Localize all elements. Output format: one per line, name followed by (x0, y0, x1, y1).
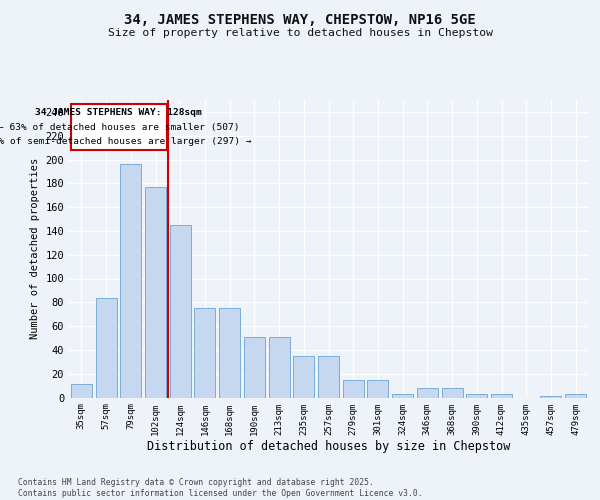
Text: 37% of semi-detached houses are larger (297) →: 37% of semi-detached houses are larger (… (0, 138, 251, 146)
Bar (565, 394, 586, 398)
Bar (442, 388, 463, 398)
Bar (491, 394, 512, 398)
Text: ← 63% of detached houses are smaller (507): ← 63% of detached houses are smaller (50… (0, 123, 239, 132)
X-axis label: Distribution of detached houses by size in Chepstow: Distribution of detached houses by size … (147, 440, 510, 453)
Bar (541, 396, 562, 398)
Bar (318, 356, 339, 398)
Bar (293, 356, 314, 398)
Bar (145, 187, 166, 398)
Bar (219, 308, 240, 398)
Bar (71, 384, 92, 398)
Text: Size of property relative to detached houses in Chepstow: Size of property relative to detached ho… (107, 28, 493, 38)
Bar (170, 225, 191, 398)
Bar (367, 380, 388, 398)
Bar (392, 394, 413, 398)
Bar (95, 298, 116, 398)
Bar (417, 388, 438, 398)
Bar (244, 337, 265, 398)
Y-axis label: Number of detached properties: Number of detached properties (30, 158, 40, 340)
Text: 34 JAMES STEPHENS WAY: 128sqm: 34 JAMES STEPHENS WAY: 128sqm (35, 108, 202, 118)
Bar (120, 164, 141, 398)
Bar (269, 337, 290, 398)
Bar (194, 308, 215, 398)
Text: 34, JAMES STEPHENS WAY, CHEPSTOW, NP16 5GE: 34, JAMES STEPHENS WAY, CHEPSTOW, NP16 5… (124, 12, 476, 26)
Bar (71, 104, 167, 150)
Bar (466, 394, 487, 398)
Text: Contains HM Land Registry data © Crown copyright and database right 2025.
Contai: Contains HM Land Registry data © Crown c… (18, 478, 422, 498)
Bar (343, 380, 364, 398)
